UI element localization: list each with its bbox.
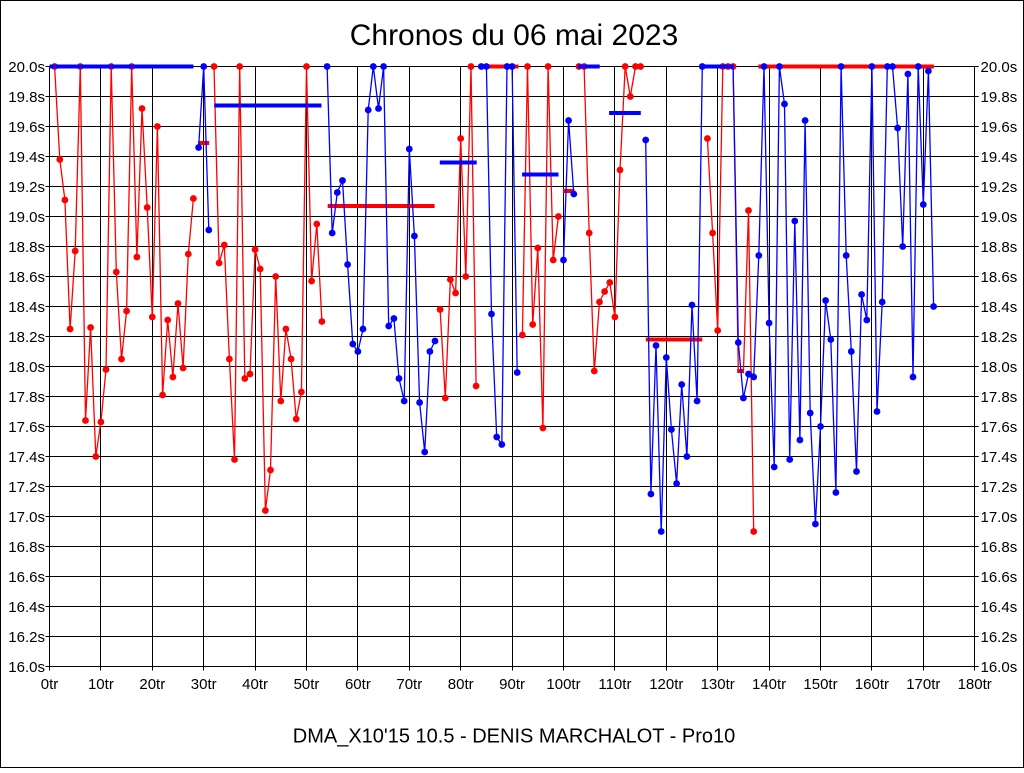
svg-text:16.4s: 16.4s: [8, 599, 45, 616]
svg-text:17.6s: 17.6s: [8, 419, 45, 436]
svg-text:18.2s: 18.2s: [981, 329, 1018, 346]
svg-text:10tr: 10tr: [88, 676, 114, 693]
svg-text:180tr: 180tr: [958, 676, 992, 693]
svg-text:17.8s: 17.8s: [981, 389, 1018, 406]
svg-text:80tr: 80tr: [448, 676, 474, 693]
svg-text:17.2s: 17.2s: [981, 479, 1018, 496]
svg-text:18.4s: 18.4s: [981, 299, 1018, 316]
svg-text:18.6s: 18.6s: [8, 269, 45, 286]
svg-text:16.6s: 16.6s: [981, 569, 1018, 586]
svg-text:16.2s: 16.2s: [8, 629, 45, 646]
svg-text:17.2s: 17.2s: [8, 479, 45, 496]
svg-text:20.0s: 20.0s: [981, 59, 1018, 76]
svg-text:120tr: 120tr: [649, 676, 683, 693]
svg-text:0tr: 0tr: [41, 676, 59, 693]
svg-text:140tr: 140tr: [752, 676, 786, 693]
svg-text:DMA_X10'15 10.5 - DENIS MARCHA: DMA_X10'15 10.5 - DENIS MARCHALOT - Pro1…: [293, 725, 736, 747]
svg-text:40tr: 40tr: [242, 676, 268, 693]
svg-text:18.8s: 18.8s: [8, 239, 45, 256]
svg-text:17.6s: 17.6s: [981, 419, 1018, 436]
svg-text:18.0s: 18.0s: [981, 359, 1018, 376]
svg-text:17.0s: 17.0s: [981, 509, 1018, 526]
svg-text:30tr: 30tr: [191, 676, 217, 693]
svg-text:16.4s: 16.4s: [981, 599, 1018, 616]
svg-text:160tr: 160tr: [855, 676, 889, 693]
svg-text:16.2s: 16.2s: [981, 629, 1018, 646]
svg-text:60tr: 60tr: [345, 676, 371, 693]
svg-text:19.8s: 19.8s: [8, 89, 45, 106]
svg-text:20.0s: 20.0s: [8, 59, 45, 76]
svg-text:100tr: 100tr: [546, 676, 580, 693]
svg-text:16.0s: 16.0s: [8, 659, 45, 676]
svg-text:16.8s: 16.8s: [8, 539, 45, 556]
svg-text:16.6s: 16.6s: [8, 569, 45, 586]
svg-text:18.8s: 18.8s: [981, 239, 1018, 256]
svg-text:18.6s: 18.6s: [981, 269, 1018, 286]
svg-text:170tr: 170tr: [906, 676, 940, 693]
svg-text:17.8s: 17.8s: [8, 389, 45, 406]
svg-text:18.4s: 18.4s: [8, 299, 45, 316]
svg-text:17.4s: 17.4s: [8, 449, 45, 466]
svg-text:19.4s: 19.4s: [8, 149, 45, 166]
svg-text:19.0s: 19.0s: [981, 209, 1018, 226]
svg-text:16.8s: 16.8s: [981, 539, 1018, 556]
svg-text:17.4s: 17.4s: [981, 449, 1018, 466]
svg-text:18.2s: 18.2s: [8, 329, 45, 346]
svg-text:19.4s: 19.4s: [981, 149, 1018, 166]
svg-text:70tr: 70tr: [396, 676, 422, 693]
svg-text:19.6s: 19.6s: [981, 119, 1018, 136]
svg-text:19.0s: 19.0s: [8, 209, 45, 226]
svg-text:Chronos du 06 mai 2023: Chronos du 06 mai 2023: [350, 19, 679, 52]
svg-text:50tr: 50tr: [294, 676, 320, 693]
svg-text:20tr: 20tr: [139, 676, 165, 693]
svg-text:130tr: 130tr: [701, 676, 735, 693]
svg-text:19.6s: 19.6s: [8, 119, 45, 136]
svg-text:19.2s: 19.2s: [981, 179, 1018, 196]
svg-text:18.0s: 18.0s: [8, 359, 45, 376]
svg-text:110tr: 110tr: [598, 676, 631, 693]
svg-text:17.0s: 17.0s: [8, 509, 45, 526]
svg-text:150tr: 150tr: [803, 676, 837, 693]
svg-text:19.2s: 19.2s: [8, 179, 45, 196]
svg-text:19.8s: 19.8s: [981, 89, 1018, 106]
svg-text:16.0s: 16.0s: [981, 659, 1018, 676]
svg-text:90tr: 90tr: [499, 676, 525, 693]
